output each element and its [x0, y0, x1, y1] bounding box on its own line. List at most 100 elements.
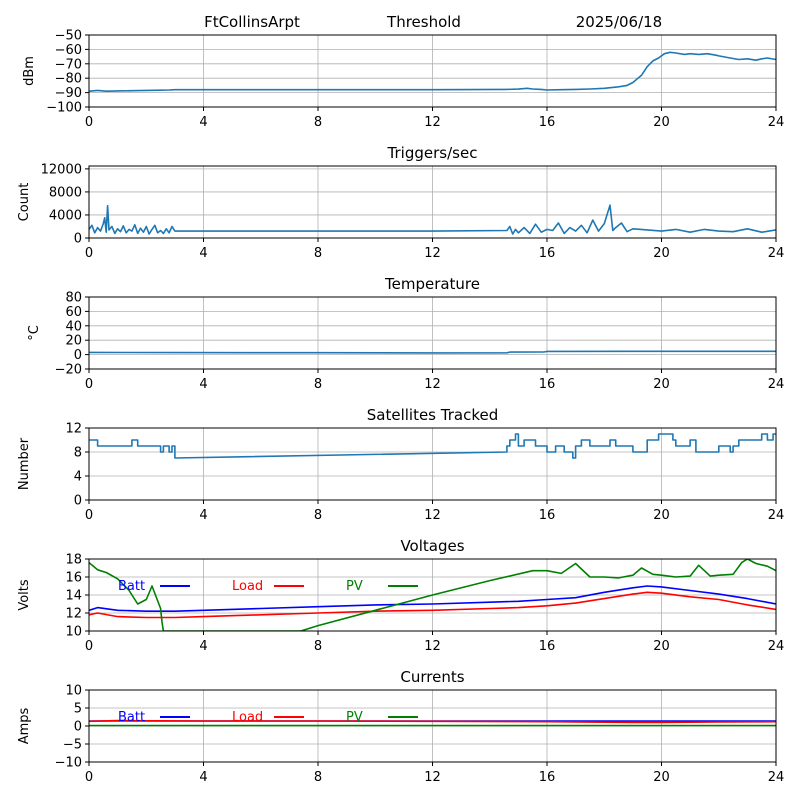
- y-tick-label: 16: [65, 571, 82, 586]
- x-tick-label: 20: [653, 639, 670, 654]
- x-tick-label: 12: [424, 115, 441, 130]
- legend-label-load: Load: [232, 710, 263, 725]
- y-tick-label: 4000: [49, 208, 82, 223]
- x-tick-label: 16: [539, 639, 556, 654]
- y-tick-label: −100: [46, 101, 82, 116]
- x-tick-label: 4: [199, 115, 207, 130]
- y-tick-label: 0: [74, 494, 82, 509]
- x-tick-label: 12: [424, 377, 441, 392]
- y-tick-label: 8: [74, 446, 82, 461]
- x-tick-label: 8: [314, 770, 322, 785]
- x-tick-label: 8: [314, 246, 322, 261]
- y-tick-label: 40: [65, 319, 82, 334]
- x-tick-label: 20: [653, 770, 670, 785]
- y-tick-label: 4: [74, 470, 82, 485]
- x-tick-label: 16: [539, 508, 556, 523]
- y-tick-label: 0: [74, 720, 82, 735]
- y-axis-label: Amps: [17, 707, 32, 744]
- x-tick-label: 12: [424, 508, 441, 523]
- x-tick-label: 12: [424, 770, 441, 785]
- y-tick-label: 18: [65, 553, 82, 568]
- chart-currents: Batt Load PV 0 4 8 12 16 20 24 −10 −5 0 5 10 Currents Am…: [17, 668, 784, 785]
- series-line-triggers: [89, 204, 776, 235]
- series-line-threshold: [89, 51, 776, 92]
- y-tick-label: −50: [55, 29, 82, 44]
- x-tick-label: 24: [768, 639, 785, 654]
- y-tick-label: −90: [55, 86, 82, 101]
- x-tick-label: 8: [314, 377, 322, 392]
- chart-title: Voltages: [400, 537, 464, 555]
- x-tick-label: 16: [539, 770, 556, 785]
- x-tick-label: 4: [199, 639, 207, 654]
- x-tick-label: 12: [424, 639, 441, 654]
- y-tick-label: 12: [65, 422, 82, 437]
- x-tick-label: 4: [199, 508, 207, 523]
- series-line-pv: [89, 559, 776, 631]
- y-tick-label: 14: [65, 589, 82, 604]
- chart-title: Temperature: [384, 275, 480, 293]
- x-tick-label: 16: [539, 377, 556, 392]
- y-tick-label: 10: [65, 625, 82, 640]
- x-tick-label: 20: [653, 377, 670, 392]
- x-tick-label: 20: [653, 115, 670, 130]
- series-line-load: [89, 591, 776, 619]
- x-tick-label: 0: [85, 508, 93, 523]
- x-tick-label: 4: [199, 246, 207, 261]
- y-tick-label: −60: [55, 43, 82, 58]
- y-tick-label: 20: [65, 334, 82, 349]
- x-tick-label: 20: [653, 246, 670, 261]
- x-tick-label: 0: [85, 246, 93, 261]
- y-tick-label: 8000: [49, 185, 82, 200]
- x-tick-label: 0: [85, 377, 93, 392]
- y-tick-label: −10: [55, 756, 82, 771]
- x-tick-label: 24: [768, 508, 785, 523]
- x-tick-label: 8: [314, 115, 322, 130]
- x-tick-label: 4: [199, 770, 207, 785]
- x-tick-label: 0: [85, 770, 93, 785]
- x-tick-label: 12: [424, 246, 441, 261]
- y-tick-label: −70: [55, 57, 82, 72]
- chart-threshold: 0 4 8 12 16 20 24 −100−90−80−70−60−50 dBm: [22, 29, 784, 131]
- x-tick-label: 24: [768, 246, 785, 261]
- x-tick-label: 4: [199, 377, 207, 392]
- x-tick-label: 24: [768, 770, 785, 785]
- x-tick-label: 0: [85, 115, 93, 130]
- series-line-temperature: [89, 350, 776, 354]
- y-axis-label: Volts: [17, 579, 32, 611]
- y-tick-label: 10: [65, 684, 82, 699]
- y-axis-label: °C: [27, 325, 42, 341]
- y-axis-label: dBm: [22, 56, 37, 86]
- x-tick-label: 20: [653, 508, 670, 523]
- x-tick-label: 8: [314, 508, 322, 523]
- header-date: 2025/06/18: [576, 13, 662, 31]
- x-tick-label: 8: [314, 639, 322, 654]
- y-tick-label: −5: [63, 738, 82, 753]
- chart-triggers: 0 4 8 12 16 20 24 0 4000 8000 12000 Triggers/sec Cou…: [17, 144, 784, 261]
- legend-label-batt: Batt: [118, 579, 145, 594]
- header-title: Threshold: [386, 13, 461, 31]
- y-tick-label: 12000: [41, 162, 82, 177]
- chart-voltages: Batt Load PV 0 4 8 12 16 20 24 10 12 14 16 18 Voltages V…: [17, 537, 784, 654]
- y-tick-label: −80: [55, 72, 82, 87]
- y-tick-label: 0: [74, 348, 82, 363]
- y-tick-label: 80: [65, 291, 82, 306]
- legend-label-batt: Batt: [118, 710, 145, 725]
- header-station: FtCollinsArpt: [204, 13, 300, 31]
- y-axis-label: Number: [17, 437, 32, 490]
- x-tick-label: 24: [768, 377, 785, 392]
- y-axis-label: Count: [17, 183, 32, 222]
- legend-label-pv: PV: [346, 710, 363, 725]
- series-line-satellites: [89, 433, 776, 459]
- x-tick-label: 16: [539, 115, 556, 130]
- x-tick-label: 24: [768, 115, 785, 130]
- legend-label-pv: PV: [346, 579, 363, 594]
- chart-title: Triggers/sec: [387, 144, 478, 162]
- y-tick-label: 12: [65, 607, 82, 622]
- y-tick-label: −20: [55, 363, 82, 378]
- y-tick-label: 5: [74, 702, 82, 717]
- legend-label-load: Load: [232, 579, 263, 594]
- y-tick-label: 0: [74, 232, 82, 247]
